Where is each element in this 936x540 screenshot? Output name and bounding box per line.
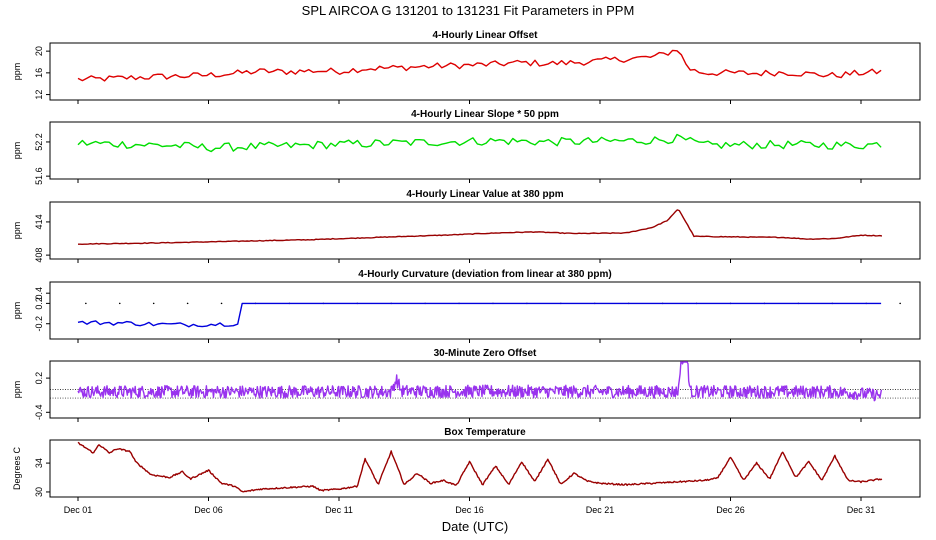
panel-title: Box Temperature xyxy=(444,427,526,438)
y-axis-label: ppm xyxy=(12,222,22,240)
curvature-dot xyxy=(152,302,155,305)
y-tick-label: 408 xyxy=(34,248,44,263)
curvature-dot xyxy=(85,302,87,305)
curvature-dot xyxy=(118,302,121,305)
x-tick-label: Dec 11 xyxy=(325,505,353,515)
y-tick-label: -0.2 xyxy=(34,316,44,332)
y-tick-label: 20 xyxy=(34,46,44,56)
chart-panel-4: 4-Hourly Curvature (deviation from linea… xyxy=(12,269,921,343)
panel-frame xyxy=(49,281,921,340)
chart-panel-5: 30-Minute Zero Offset ppm -0.4 0.2 xyxy=(12,348,921,422)
curvature-dot xyxy=(899,302,901,305)
series-line xyxy=(77,361,883,402)
y-tick-label: 0.2 xyxy=(34,297,44,310)
panel-frame xyxy=(49,42,921,101)
series-line xyxy=(77,302,882,328)
y-tick-label: 12 xyxy=(34,90,44,100)
curvature-dot xyxy=(186,302,189,305)
x-tick-label: Dec 21 xyxy=(586,505,615,515)
y-axis-label: ppm xyxy=(12,302,22,320)
panel-title: 4-Hourly Linear Offset xyxy=(432,30,538,41)
curvature-dot xyxy=(220,302,223,305)
x-tick-label: Dec 31 xyxy=(847,505,876,515)
series-line xyxy=(77,441,883,493)
panel-title: 4-Hourly Curvature (deviation from linea… xyxy=(358,269,611,280)
y-tick-label: -0.4 xyxy=(34,405,44,421)
panel-title: 4-Hourly Linear Slope * 50 ppm xyxy=(411,109,559,120)
y-tick-label: 51.6 xyxy=(34,167,44,185)
chart-panel-3: 4-Hourly Linear Value at 380 ppm ppm 408 41… xyxy=(12,189,921,263)
x-tick-label: Dec 01 xyxy=(64,505,93,515)
series-line xyxy=(77,133,882,153)
panel-frame xyxy=(49,121,921,180)
chart-panel-6: Box Temperature Degrees C 30 34 xyxy=(12,427,921,501)
figure-title: SPL AIRCOA G 131201 to 131231 Fit Parame… xyxy=(302,3,635,18)
series-line xyxy=(78,209,883,245)
panel-title: 30-Minute Zero Offset xyxy=(434,348,537,359)
x-axis-label: Date (UTC) xyxy=(442,519,508,534)
y-tick-label: 30 xyxy=(34,487,44,497)
y-tick-label: 0.2 xyxy=(34,372,44,385)
x-tick-label: Dec 26 xyxy=(716,505,745,515)
y-tick-label: 52.2 xyxy=(34,133,44,151)
y-axis-label: ppm xyxy=(12,63,22,81)
panel-title: 4-Hourly Linear Value at 380 ppm xyxy=(406,189,563,200)
chart-panel-2: 4-Hourly Linear Slope * 50 ppm ppm 51.6 52.… xyxy=(12,109,921,185)
x-tick-label: Dec 06 xyxy=(194,505,223,515)
series-line xyxy=(77,49,882,82)
y-tick-label: 16 xyxy=(34,68,44,78)
y-tick-label: 0.4 xyxy=(34,287,44,300)
y-axis-label: Degrees C xyxy=(12,446,22,490)
chart-panel-1: 4-Hourly Linear Offset ppm 12 16 20 xyxy=(12,30,921,104)
x-axis: Dec 01 Dec 06 Dec 11 Dec 16 Dec 21 Dec 26 Dec … xyxy=(64,505,876,515)
x-tick-label: Dec 16 xyxy=(455,505,484,515)
panel-frame xyxy=(49,201,921,260)
y-tick-label: 34 xyxy=(34,458,44,468)
panel-frame xyxy=(49,439,921,498)
y-axis-label: ppm xyxy=(12,142,22,160)
y-axis-label: ppm xyxy=(12,381,22,399)
chart-panels: 4-Hourly Linear Offsetppm1216204-Hourly … xyxy=(12,30,921,501)
y-tick-label: 414 xyxy=(34,214,44,229)
